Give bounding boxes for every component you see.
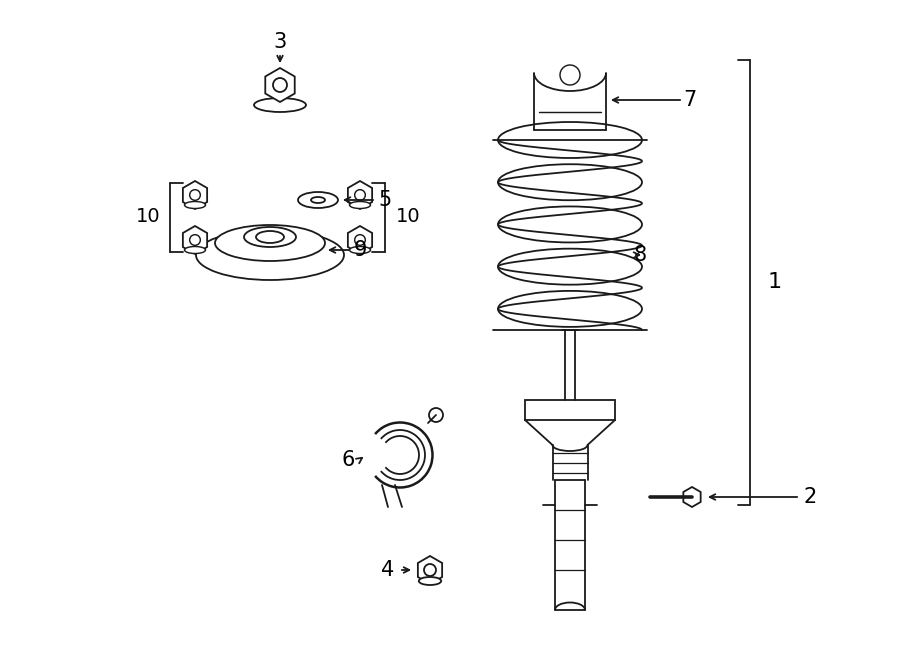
Bar [525, 400, 615, 420]
Polygon shape [348, 181, 372, 209]
Text: 2: 2 [804, 487, 816, 507]
Text: 9: 9 [354, 240, 366, 260]
Ellipse shape [196, 230, 344, 280]
Circle shape [355, 190, 365, 200]
Ellipse shape [254, 98, 306, 112]
Circle shape [190, 235, 201, 245]
Polygon shape [683, 487, 701, 507]
Ellipse shape [215, 225, 325, 261]
Ellipse shape [244, 227, 296, 247]
Polygon shape [183, 181, 207, 209]
Text: 4: 4 [382, 560, 394, 580]
Ellipse shape [349, 202, 371, 208]
Ellipse shape [184, 247, 205, 254]
Circle shape [429, 408, 443, 422]
Polygon shape [266, 68, 294, 102]
Text: 3: 3 [274, 32, 286, 52]
Polygon shape [348, 226, 372, 254]
Polygon shape [183, 226, 207, 254]
Text: 8: 8 [634, 245, 646, 265]
Text: 6: 6 [341, 450, 355, 470]
Text: 10: 10 [396, 208, 420, 227]
Ellipse shape [256, 231, 284, 243]
Circle shape [355, 235, 365, 245]
Ellipse shape [349, 247, 371, 254]
Circle shape [273, 78, 287, 92]
Text: 1: 1 [768, 272, 782, 293]
Ellipse shape [418, 577, 441, 585]
Ellipse shape [298, 192, 338, 208]
Text: 10: 10 [136, 208, 160, 227]
Polygon shape [418, 556, 442, 584]
Ellipse shape [311, 197, 325, 203]
Circle shape [560, 65, 580, 85]
Ellipse shape [184, 202, 205, 208]
Circle shape [190, 190, 201, 200]
Text: 5: 5 [378, 190, 392, 210]
Circle shape [424, 564, 436, 576]
Text: 7: 7 [683, 90, 697, 110]
